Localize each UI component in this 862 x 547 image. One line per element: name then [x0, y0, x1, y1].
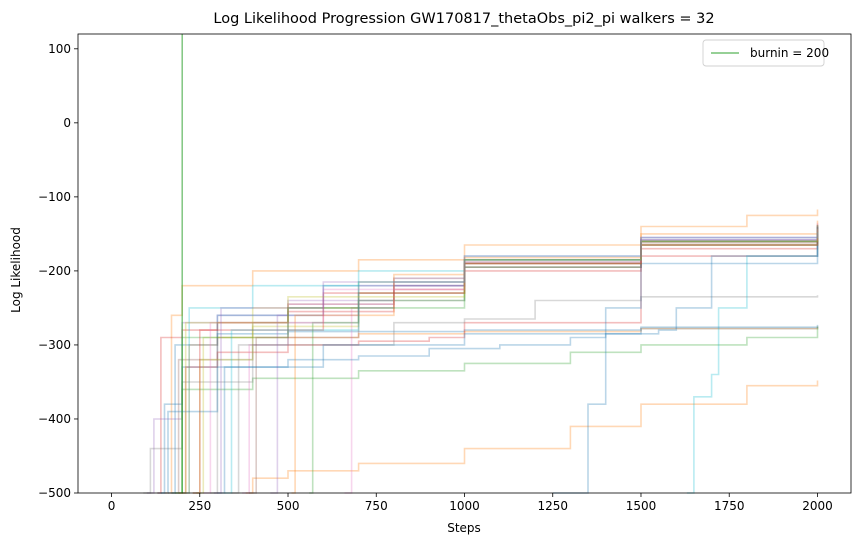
- x-axis-title: Steps: [447, 521, 481, 535]
- walker-trace-8: [178, 233, 819, 494]
- walker-trace-30: [224, 232, 819, 494]
- y-tick-label: −300: [38, 338, 71, 352]
- x-tick-label: 0: [108, 499, 116, 513]
- walker-trace-12: [242, 222, 819, 494]
- walker-trace-22: [270, 228, 819, 494]
- walker-trace-11: [344, 225, 819, 494]
- chart-title: Log Likelihood Progression GW170817_thet…: [213, 11, 714, 27]
- walker-trace-2: [245, 380, 819, 494]
- walker-trace-13: [143, 295, 819, 494]
- walker-trace-7: [157, 230, 819, 494]
- walker-trace-31: [178, 228, 819, 494]
- walker-trace-3: [164, 209, 819, 494]
- walker-trace-21: [192, 230, 819, 494]
- x-tick-label: 750: [365, 499, 388, 513]
- walker-trace-27: [249, 226, 819, 494]
- y-axis: −500 −400 −300 −200 −100 0 100: [38, 42, 78, 500]
- legend: burnin = 200: [702, 39, 829, 67]
- walker-trace-18: [552, 237, 819, 494]
- x-axis: 0 250 500 750 1000 1250 1500 1750 2000: [108, 493, 833, 513]
- x-tick-label: 1000: [449, 499, 480, 513]
- legend-box: [702, 39, 825, 67]
- legend-burnin-label: burnin = 200: [750, 46, 829, 60]
- y-tick-label: −200: [38, 264, 71, 278]
- walker-trace-26: [192, 233, 819, 494]
- walker-trace-28: [203, 229, 819, 494]
- walker-trace-20: [182, 228, 819, 494]
- walker-trace-5: [171, 326, 819, 494]
- walker-traces: [143, 209, 819, 494]
- walker-trace-14: [210, 233, 819, 494]
- walker-trace-15: [196, 225, 819, 494]
- y-axis-title: Log Likelihood: [9, 227, 23, 313]
- walker-trace-24: [291, 220, 819, 494]
- x-tick-label: 2000: [802, 499, 833, 513]
- x-tick-label: 500: [277, 499, 300, 513]
- walker-trace-9: [146, 226, 819, 494]
- x-tick-label: 1750: [714, 499, 745, 513]
- y-tick-label: −400: [38, 412, 71, 426]
- y-tick-label: −500: [38, 486, 71, 500]
- walker-trace-25: [175, 225, 819, 494]
- y-tick-label: 0: [63, 116, 71, 130]
- y-tick-label: 100: [48, 42, 71, 56]
- walker-trace-4: [182, 326, 819, 494]
- x-tick-label: 1500: [626, 499, 657, 513]
- y-tick-label: −100: [38, 190, 71, 204]
- walker-trace-32: [213, 224, 819, 494]
- walker-trace-23: [231, 230, 819, 494]
- walker-trace-17: [217, 233, 819, 494]
- walker-trace-19: [168, 226, 819, 494]
- x-tick-label: 250: [188, 499, 211, 513]
- walker-trace-1: [157, 327, 819, 494]
- x-tick-label: 1250: [537, 499, 568, 513]
- walker-trace-29: [160, 324, 819, 494]
- walker-trace-6: [309, 226, 819, 494]
- walker-trace-10: [171, 232, 819, 494]
- walker-trace-16: [686, 226, 819, 494]
